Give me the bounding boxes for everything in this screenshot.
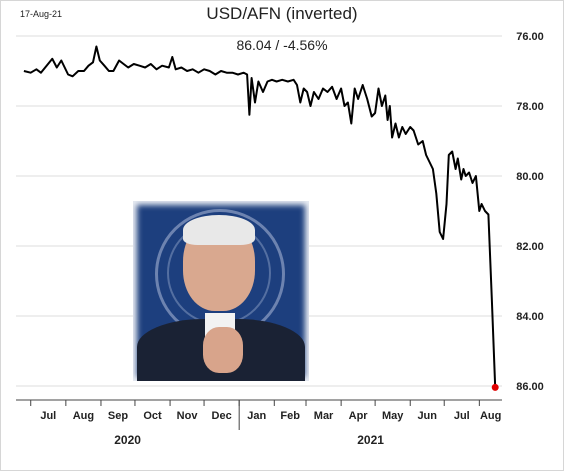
x-month-label: Aug (73, 410, 94, 422)
x-month-label: Apr (349, 410, 369, 422)
x-month-label: Jun (417, 410, 437, 422)
y-tick-label: 78.00 (516, 101, 544, 113)
x-month-label: Dec (212, 410, 232, 422)
x-month-label: Sep (108, 410, 128, 422)
chart-title: USD/AFN (inverted) (206, 4, 358, 23)
y-tick-label: 82.00 (516, 241, 544, 253)
x-month-label: Oct (143, 410, 162, 422)
hair-shape (183, 215, 255, 245)
x-month-label: Jul (40, 410, 56, 422)
year-label-2020: 2020 (114, 433, 141, 447)
x-month-label: Aug (480, 410, 501, 422)
year-label-2021: 2021 (357, 433, 384, 447)
x-month-label: Nov (177, 410, 199, 422)
x-month-label: Jul (454, 410, 470, 422)
portrait-photo (133, 201, 309, 381)
y-tick-label: 76.00 (516, 31, 544, 43)
x-month-label: Jan (247, 410, 266, 422)
date-stamp: 17-Aug-21 (20, 9, 63, 19)
x-month-label: Mar (314, 410, 334, 422)
y-tick-label: 84.00 (516, 311, 544, 323)
end-point-marker (491, 383, 499, 391)
y-tick-label: 80.00 (516, 171, 544, 183)
series-line (23, 45, 497, 388)
x-month-label: Feb (280, 410, 300, 422)
chart-subtitle: 86.04 / -4.56% (236, 37, 328, 53)
hands-shape (203, 327, 243, 373)
x-month-label: May (382, 410, 404, 422)
y-tick-label: 86.00 (516, 381, 544, 393)
